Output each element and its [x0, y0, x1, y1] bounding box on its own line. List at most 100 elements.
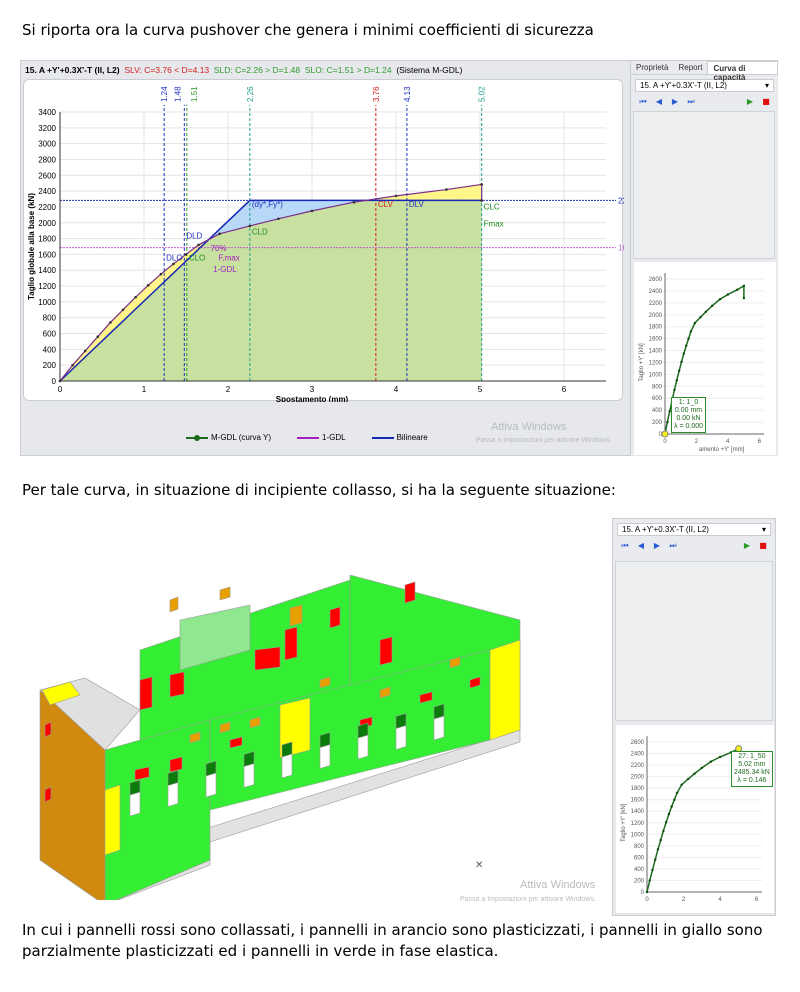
y-axis-label: Taglio +Y' [kN] [621, 803, 627, 842]
window-opening [319, 744, 331, 769]
intro-paragraph: Si riporta ora la curva pushover che gen… [22, 21, 594, 39]
curve-point [310, 209, 314, 213]
y-tick-label: 1000 [649, 372, 663, 378]
spandrel-panel [281, 741, 293, 758]
x-tick-label: 3 [310, 385, 315, 394]
plastic-panel [219, 586, 231, 601]
slv-status: SLV: C=3.76 < D=4.13 [124, 65, 210, 75]
y-tick-label: 400 [43, 345, 57, 354]
playback-controls-2: ⏮ ◀ ▶ ⏭ ▶ ■ [619, 540, 769, 552]
case-select-2[interactable]: 15. A +Y'+0.3X'-T (II, L2) ▾ [617, 523, 771, 536]
curve-point [445, 188, 448, 191]
play-icon[interactable]: ▶ [746, 97, 754, 106]
y-tick-label: 400 [652, 408, 663, 414]
wall-panel [104, 719, 211, 900]
y-tick-label: 3200 [38, 124, 56, 133]
y-tick-label: 1400 [649, 349, 663, 355]
x-tick-label: 6 [758, 439, 762, 445]
slo-status: SLO: C=1.51 > D=1.24 [304, 65, 392, 75]
last-icon[interactable]: ⏭ [669, 541, 677, 550]
collapsed-panel [254, 646, 281, 671]
curve-point [664, 820, 668, 824]
point-tooltip-2: 27: 1_50 5.02 mm 2485.34 kN λ = 0.146 [731, 751, 773, 787]
y-tick-label: 2600 [38, 171, 56, 180]
first-icon[interactable]: ⏮ [621, 541, 629, 550]
curve-point [699, 315, 702, 319]
collapsed-panel [229, 736, 243, 749]
x-tick-label: 4 [718, 897, 722, 903]
legend-bilinear: Bilineare [371, 433, 428, 442]
curve-point [666, 420, 669, 424]
curve-point [662, 829, 665, 833]
curve-point [680, 360, 683, 364]
stop-icon[interactable]: ■ [762, 97, 770, 106]
curve-point [648, 879, 651, 882]
wall-panel [41, 681, 81, 706]
tab-proprieta[interactable]: Proprietà [636, 63, 669, 72]
curve-point [659, 838, 662, 842]
spandrel-panel [357, 722, 369, 739]
stop-icon[interactable]: ■ [759, 541, 767, 550]
y-tick-label: 1800 [38, 235, 56, 244]
y-tick-label: 0 [641, 890, 645, 896]
collapsed-panel [329, 606, 341, 629]
annotation-label: F,max [218, 254, 239, 263]
properties-area [633, 111, 775, 259]
plastic-panel [219, 721, 231, 734]
y-tick-label: 1800 [649, 325, 663, 331]
y-tick-label: 400 [634, 867, 645, 873]
play-icon[interactable]: ▶ [743, 541, 751, 550]
annotation-label: 70% [211, 244, 227, 253]
spandrel-panel [243, 751, 255, 767]
curve-point [480, 183, 483, 186]
wall-panel [104, 784, 121, 856]
tab-curva-capacita[interactable]: Curva di capacità [707, 61, 778, 82]
curve-point [394, 194, 398, 198]
curve-point [668, 410, 671, 413]
x-tick-label: 2 [682, 897, 686, 903]
y-tick-label: 0 [52, 377, 57, 386]
annotation-label: CLV [378, 200, 394, 209]
legend-1gdl: 1-GDL [297, 433, 346, 442]
y-tick-label: 200 [634, 878, 645, 884]
collapsed-panel [169, 671, 185, 698]
y-tick-label: 2600 [631, 740, 645, 746]
x-tick-label: 2 [226, 385, 231, 394]
collapsed-panel [469, 676, 481, 689]
x-tick-label: 0 [58, 385, 63, 394]
chart-legend: M-GDL (curva Y) 1-GDL Bilineare [186, 433, 448, 442]
watermark-subtitle-2: Passa a Impostazioni per attivare Window… [460, 896, 596, 903]
first-icon[interactable]: ⏮ [639, 97, 647, 106]
x-axis-label: Spostamento (mm) [276, 395, 349, 402]
y-tick-label: 1200 [38, 282, 56, 291]
y-tick-label: 800 [43, 314, 57, 323]
curve-point [704, 310, 708, 313]
current-step-marker [661, 430, 669, 438]
prev-icon[interactable]: ◀ [655, 97, 663, 106]
right-panel: Proprietà Report Curva di capacità 15. A… [630, 61, 778, 456]
bilinear-line [59, 199, 482, 382]
next-icon[interactable]: ▶ [653, 541, 661, 550]
building-screenshot: ✕ Attiva Windows Passa a Impostazioni pe… [20, 515, 780, 917]
curve-point [682, 352, 686, 355]
curve-point [685, 344, 688, 347]
vline-label: 1.24 [160, 86, 169, 102]
collapsed-panel [44, 721, 52, 738]
case-select[interactable]: 15. A +Y'+0.3X'-T (II, L2) ▾ [635, 79, 774, 92]
next-icon[interactable]: ▶ [671, 97, 679, 106]
watermark-title: Attiva Windows [491, 421, 567, 433]
prev-icon[interactable]: ◀ [637, 541, 645, 550]
curve-point [248, 224, 252, 228]
curve-point [693, 772, 696, 775]
tab-report[interactable]: Report [678, 63, 703, 72]
window-opening [395, 725, 407, 750]
window-opening [129, 791, 141, 817]
y-tick-label: 1400 [38, 266, 56, 275]
last-icon[interactable]: ⏭ [687, 97, 695, 106]
curve-point [742, 284, 746, 288]
collapsed-panel [404, 581, 416, 604]
annotation-label: DLD [186, 232, 202, 241]
window-opening [357, 734, 369, 760]
collapsed-panel [44, 786, 52, 803]
vline-label: 4.13 [403, 86, 412, 102]
